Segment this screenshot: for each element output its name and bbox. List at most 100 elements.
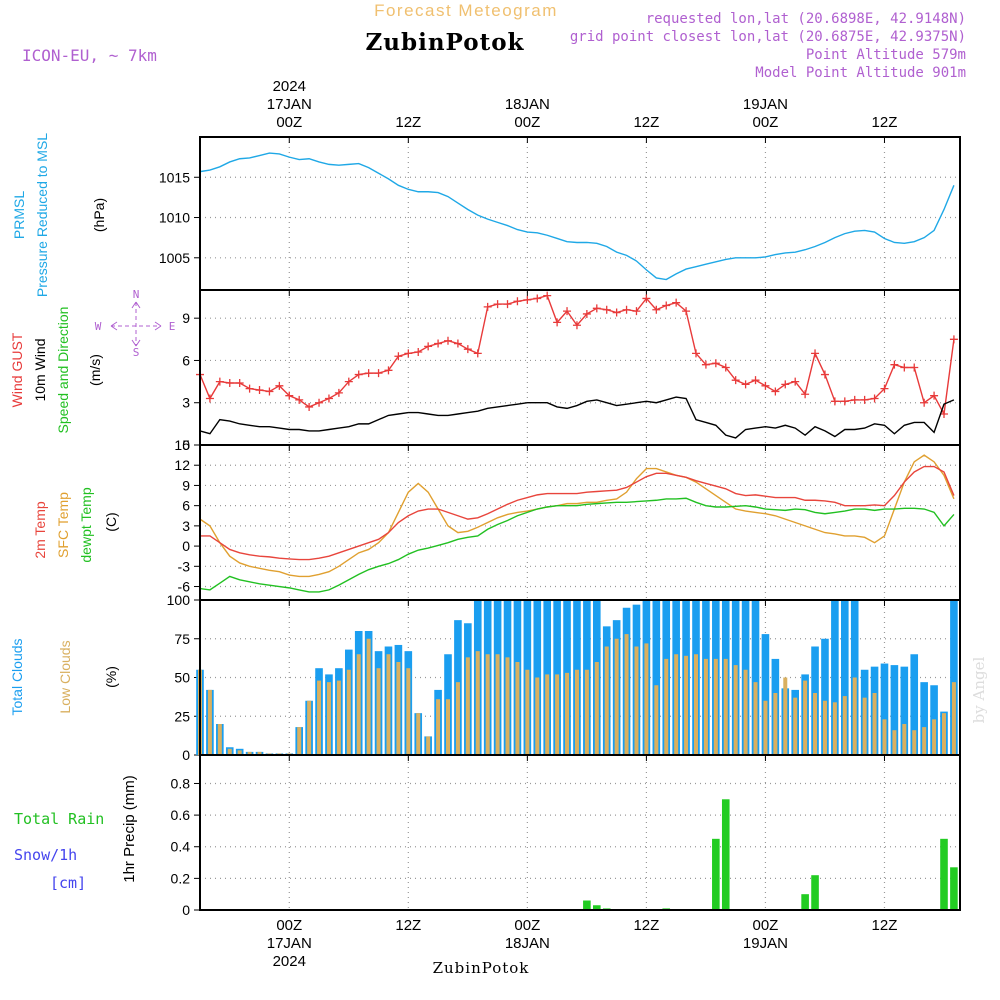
low-cloud-bar [644, 643, 649, 755]
wind-labels: Wind GUST 10m Wind Speed and Direction (… [9, 288, 175, 433]
low-cloud-bar [297, 727, 302, 755]
bottom-time-tick: 12Z [395, 917, 421, 934]
compass-rose: N S W E [95, 288, 176, 359]
low-cloud-bar [753, 682, 758, 755]
snow-unit: [cm] [50, 874, 86, 892]
bottom-time-tick: 12Z [633, 917, 659, 934]
low-cloud-bar [594, 662, 599, 755]
temperature-panel-frame [199, 444, 961, 601]
gust-marker [215, 377, 224, 386]
top-year-label: 2024 [273, 78, 306, 95]
gust-marker [205, 394, 214, 403]
wind-dir-label: Speed and Direction [55, 307, 71, 434]
rain-bar [712, 838, 720, 910]
gust-marker [711, 359, 720, 368]
gust-marker [453, 339, 462, 348]
gust-marker [315, 398, 324, 407]
low-cloud-bar [793, 697, 798, 755]
low-cloud-bar [892, 730, 897, 755]
low-cloud-bar [822, 700, 827, 755]
rain-bar [593, 905, 601, 910]
gust-marker [900, 363, 909, 372]
gust-marker [662, 301, 671, 310]
low-cloud-bar [326, 682, 331, 755]
low-cloud-bar [426, 736, 431, 755]
rain-bar [801, 894, 809, 910]
gust-marker [473, 349, 482, 358]
precipitation-ytick-label: 0.2 [171, 870, 191, 886]
low-cloud-bar [604, 646, 609, 755]
gust-marker [930, 391, 939, 400]
total-cloud-bar [841, 600, 849, 755]
low-cloud-bar [574, 669, 579, 755]
top-date-label: 18JAN [505, 96, 550, 113]
total-cloud-bar [821, 638, 829, 755]
compass-south: S [133, 346, 140, 359]
low-cloud-bar [336, 680, 341, 755]
gust-marker [295, 395, 304, 404]
wind10-line [199, 396, 955, 439]
low-cloud-bar [773, 693, 778, 755]
gust-marker [324, 394, 333, 403]
low-cloud-bar [555, 674, 560, 755]
total-cloud-bar [890, 665, 899, 755]
gust-marker [850, 395, 859, 404]
gust-marker [652, 305, 661, 314]
low-cloud-bar [813, 693, 818, 755]
low-cloud-bar [535, 677, 540, 755]
bottom-year-label: 2024 [273, 953, 306, 970]
bottom-date-label: 18JAN [505, 935, 550, 952]
low-cloud-bar [684, 655, 689, 755]
wind-ytick-label: 9 [182, 310, 190, 326]
gust-marker [692, 349, 700, 358]
clouds-ytick-label: 50 [174, 670, 190, 686]
clouds-ytick-label: 100 [167, 592, 191, 608]
plot-layer: 00Z00Z17JAN17JAN2024202412Z12Z00Z00Z18JA… [159, 78, 961, 970]
rain-bar [811, 875, 819, 910]
total-cloud-bar [900, 666, 909, 755]
low-cloud-bar [217, 724, 222, 755]
pressure-ytick-label: 1005 [159, 250, 190, 266]
cloud-labels: Total Clouds Low Clouds (%) [9, 638, 119, 715]
low-cloud-bar [584, 669, 589, 755]
rain-bar [950, 867, 958, 910]
bottom-time-tick: 12Z [872, 917, 898, 934]
low-cloud-bar [743, 669, 748, 755]
low-cloud-bar [257, 751, 262, 755]
low-cloud-bar [862, 697, 867, 755]
gust-marker [553, 318, 562, 327]
low-cloud-bar [932, 719, 937, 755]
bottom-date-label: 17JAN [267, 935, 312, 952]
rain-bar [721, 799, 730, 910]
gust-marker [791, 377, 800, 386]
total-cloud-bar [831, 600, 839, 755]
gust-marker [394, 352, 403, 361]
precipitation-ytick-label: 0.4 [171, 839, 191, 855]
gust-marker [344, 377, 353, 386]
gust-marker [572, 321, 581, 330]
gust-marker [424, 342, 433, 351]
point-altitude: Point Altitude 579m [806, 47, 966, 63]
gust-marker [622, 305, 631, 314]
gust-marker [434, 339, 443, 348]
total-cloud-bar [950, 600, 958, 755]
gust-marker [840, 397, 849, 406]
low-cloud-bar [694, 654, 698, 755]
gust-marker [592, 304, 601, 313]
gust-marker [354, 370, 363, 379]
gust-marker [721, 363, 730, 372]
gust-marker [761, 381, 770, 390]
low-cloud-bar [207, 689, 212, 755]
temperature-ytick-label: 0 [182, 538, 190, 554]
wind10-label: 10m Wind [32, 338, 48, 401]
bottom-time-tick: 00Z [514, 917, 540, 934]
bottom-time-tick: 00Z [276, 917, 302, 934]
compass-west: W [95, 320, 102, 333]
low-cloud-bar [614, 638, 619, 755]
temp-unit: (C) [103, 512, 119, 531]
gust-marker [632, 307, 641, 316]
gust-marker [602, 305, 611, 314]
gust-marker [533, 294, 542, 303]
compass-east: E [169, 320, 176, 333]
